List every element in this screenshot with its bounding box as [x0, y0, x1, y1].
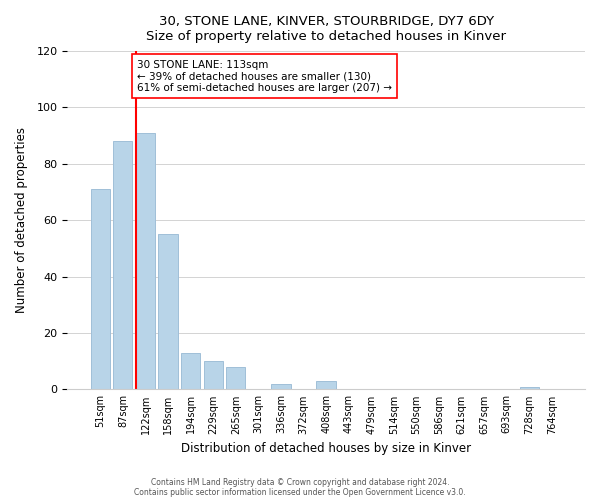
Bar [113, 142, 133, 390]
Bar [316, 381, 335, 390]
Text: Contains HM Land Registry data © Crown copyright and database right 2024.
Contai: Contains HM Land Registry data © Crown c… [134, 478, 466, 497]
Bar [520, 386, 539, 390]
Bar [226, 367, 245, 390]
Bar [203, 361, 223, 390]
Title: 30, STONE LANE, KINVER, STOURBRIDGE, DY7 6DY
Size of property relative to detach: 30, STONE LANE, KINVER, STOURBRIDGE, DY7… [146, 15, 506, 43]
Y-axis label: Number of detached properties: Number of detached properties [15, 128, 28, 314]
Bar [91, 190, 110, 390]
Bar [158, 234, 178, 390]
Bar [136, 133, 155, 390]
Bar [181, 353, 200, 390]
Text: 30 STONE LANE: 113sqm
← 39% of detached houses are smaller (130)
61% of semi-det: 30 STONE LANE: 113sqm ← 39% of detached … [137, 60, 392, 93]
Bar [271, 384, 290, 390]
X-axis label: Distribution of detached houses by size in Kinver: Distribution of detached houses by size … [181, 442, 471, 455]
